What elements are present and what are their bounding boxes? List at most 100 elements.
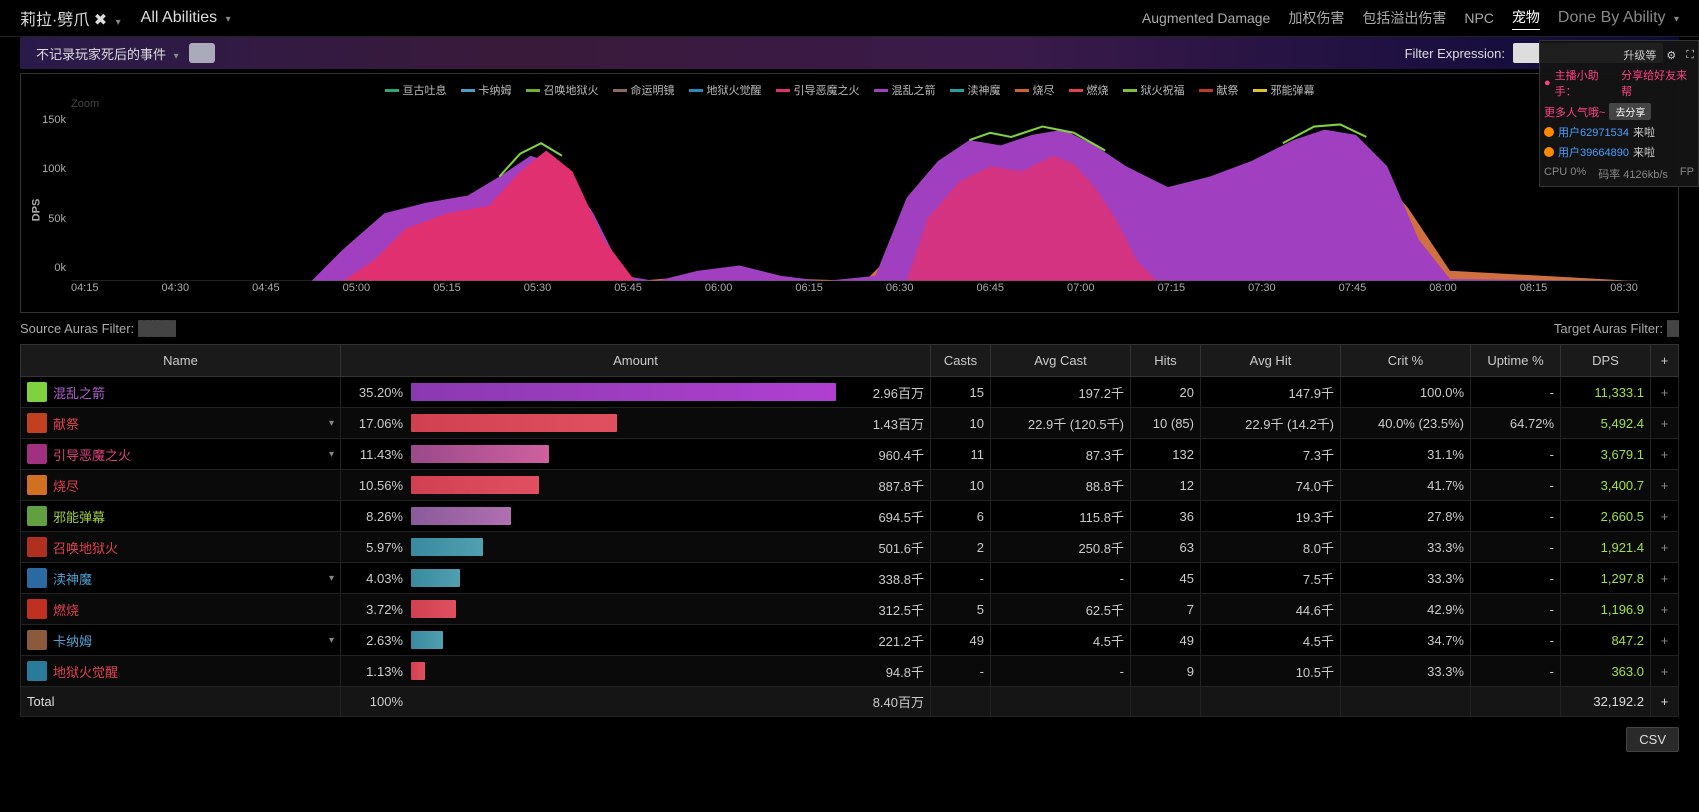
legend-item[interactable]: 引导恶魔之火 bbox=[776, 82, 860, 98]
expand-plus[interactable]: + bbox=[1651, 625, 1679, 656]
source-aura-icon[interactable] bbox=[174, 320, 176, 337]
expand-icon[interactable]: ⛶ bbox=[1686, 49, 1694, 62]
legend-item[interactable]: 渎神魔 bbox=[950, 82, 1001, 98]
share-button[interactable]: 去分享 bbox=[1609, 103, 1651, 120]
expand-caret-icon[interactable]: ▾ bbox=[329, 418, 334, 429]
table-row[interactable]: 卡纳姆▾ 2.63%221.2千 49 4.5千 49 4.5千 34.7% -… bbox=[21, 625, 1679, 656]
link-overflow[interactable]: 包括溢出伤害 bbox=[1362, 8, 1446, 28]
amount-bar bbox=[411, 662, 425, 680]
legend-item[interactable]: 召唤地狱火 bbox=[526, 82, 599, 98]
expand-caret-icon[interactable]: ▾ bbox=[329, 449, 334, 460]
csv-button[interactable]: CSV bbox=[1626, 727, 1679, 752]
legend-item[interactable]: 烧尽 bbox=[1015, 82, 1055, 98]
amount-pct: 2.63% bbox=[347, 633, 403, 648]
expand-plus[interactable]: + bbox=[1651, 377, 1679, 408]
expand-plus[interactable]: + bbox=[1651, 532, 1679, 563]
casts: 10 bbox=[931, 408, 991, 439]
ability-name: 献祭 bbox=[53, 414, 79, 433]
table-row[interactable]: 引导恶魔之火▾ 11.43%960.4千 11 87.3千 132 7.3千 3… bbox=[21, 439, 1679, 470]
amount-pct: 10.56% bbox=[347, 478, 403, 493]
ability-icon bbox=[27, 444, 47, 464]
user-link-1[interactable]: 用户62971534 bbox=[1558, 124, 1629, 140]
uptime-pct: - bbox=[1471, 470, 1561, 501]
uptime-pct: - bbox=[1471, 594, 1561, 625]
table-row[interactable]: 燃烧 3.72%312.5千 5 62.5千 7 44.6千 42.9% - 1… bbox=[21, 594, 1679, 625]
col-uptime-[interactable]: Uptime % bbox=[1471, 345, 1561, 377]
uptime-pct: - bbox=[1471, 532, 1561, 563]
legend-item[interactable]: 混乱之箭 bbox=[874, 82, 936, 98]
legend-item[interactable]: 献祭 bbox=[1199, 82, 1239, 98]
host-label: 主播小助手： bbox=[1555, 67, 1617, 99]
source-auras-label: Source Auras Filter: bbox=[20, 321, 134, 336]
expand-plus[interactable]: + bbox=[1651, 470, 1679, 501]
legend-item[interactable]: 亘古吐息 bbox=[385, 82, 447, 98]
legend-item[interactable]: 狱火祝福 bbox=[1123, 82, 1185, 98]
gear-icon[interactable]: ⚙ bbox=[1666, 49, 1676, 62]
expand-plus[interactable]: + bbox=[1651, 408, 1679, 439]
expand-caret-icon[interactable]: ▾ bbox=[329, 635, 334, 646]
col-dps[interactable]: DPS bbox=[1561, 345, 1651, 377]
avg-hit: 19.3千 bbox=[1201, 501, 1341, 532]
expand-caret-icon[interactable]: ▾ bbox=[329, 573, 334, 584]
table-row[interactable]: 献祭▾ 17.06%1.43百万 10 22.9千 (120.5千) 10 (8… bbox=[21, 408, 1679, 439]
expand-plus[interactable]: + bbox=[1651, 687, 1679, 717]
link-weighted[interactable]: 加权伤害 bbox=[1288, 8, 1344, 28]
table-row[interactable]: 混乱之箭 35.20%2.96百万 15 197.2千 20 147.9千 10… bbox=[21, 377, 1679, 408]
user-link-2[interactable]: 用户39664890 bbox=[1558, 144, 1629, 160]
ability-name: 地狱火觉醒 bbox=[53, 662, 118, 681]
target-aura-icon[interactable] bbox=[1677, 320, 1679, 337]
total-label: Total bbox=[21, 687, 341, 717]
expand-plus[interactable]: + bbox=[1651, 501, 1679, 532]
player-dropdown[interactable]: 莉拉·劈爪 ✖ ▾ bbox=[20, 6, 121, 30]
stream-overlay: 升级等 ⚙ ⛶ ● 主播小助手： 分享给好友来帮 更多人气哦~ 去分享 用户62… bbox=[1539, 40, 1699, 187]
avg-hit: 7.5千 bbox=[1201, 563, 1341, 594]
dps-value: 1,196.9 bbox=[1561, 594, 1651, 625]
dps-chart[interactable]: 亘古吐息卡纳姆召唤地狱火命运明镜地狱火觉醒引导恶魔之火混乱之箭渎神魔烧尽燃烧狱火… bbox=[20, 73, 1679, 313]
link-augmented[interactable]: Augmented Damage bbox=[1142, 10, 1270, 26]
expand-plus[interactable]: + bbox=[1651, 563, 1679, 594]
legend-item[interactable]: 命运明镜 bbox=[613, 82, 675, 98]
amount-value: 94.8千 bbox=[844, 662, 924, 681]
abilities-dropdown[interactable]: All Abilities ▾ bbox=[141, 9, 231, 27]
col-casts[interactable]: Casts bbox=[931, 345, 991, 377]
amount-value: 694.5千 bbox=[844, 507, 924, 526]
link-pets[interactable]: 宠物 bbox=[1512, 7, 1540, 30]
avg-hit: 22.9千 (14.2千) bbox=[1201, 408, 1341, 439]
col-avg-cast[interactable]: Avg Cast bbox=[991, 345, 1131, 377]
done-by-dropdown[interactable]: Done By Ability ▾ bbox=[1558, 9, 1679, 27]
ability-icon bbox=[27, 568, 47, 588]
ability-icon bbox=[27, 413, 47, 433]
expand-plus[interactable]: + bbox=[1651, 594, 1679, 625]
table-row[interactable]: 邪能弹幕 8.26%694.5千 6 115.8千 36 19.3千 27.8%… bbox=[21, 501, 1679, 532]
casts: 10 bbox=[931, 470, 991, 501]
filter-expr-label: Filter Expression: bbox=[1405, 46, 1505, 61]
amount-bar bbox=[411, 569, 460, 587]
col-crit-[interactable]: Crit % bbox=[1341, 345, 1471, 377]
legend-item[interactable]: 燃烧 bbox=[1069, 82, 1109, 98]
ability-name: 混乱之箭 bbox=[53, 383, 105, 402]
legend-item[interactable]: 卡纳姆 bbox=[461, 82, 512, 98]
ability-icon bbox=[27, 475, 47, 495]
expand-plus[interactable]: + bbox=[1651, 439, 1679, 470]
avg-hit: 10.5千 bbox=[1201, 656, 1341, 687]
avg-hit: 8.0千 bbox=[1201, 532, 1341, 563]
legend-item[interactable]: 地狱火觉醒 bbox=[689, 82, 762, 98]
col-hits[interactable]: Hits bbox=[1131, 345, 1201, 377]
col-avg-hit[interactable]: Avg Hit bbox=[1201, 345, 1341, 377]
dps-value: 1,297.8 bbox=[1561, 563, 1651, 594]
casts: 11 bbox=[931, 439, 991, 470]
link-npc[interactable]: NPC bbox=[1464, 10, 1494, 26]
crit-pct: 33.3% bbox=[1341, 656, 1471, 687]
expand-plus[interactable]: + bbox=[1651, 656, 1679, 687]
table-row[interactable]: 地狱火觉醒 1.13%94.8千 - - 9 10.5千 33.3% - 363… bbox=[21, 656, 1679, 687]
col-name[interactable]: Name bbox=[21, 345, 341, 377]
table-row[interactable]: 烧尽 10.56%887.8千 10 88.8千 12 74.0千 41.7% … bbox=[21, 470, 1679, 501]
death-filter-dropdown[interactable]: 不记录玩家死后的事件 ▾ bbox=[36, 44, 179, 63]
uptime-pct: - bbox=[1471, 656, 1561, 687]
table-row[interactable]: 渎神魔▾ 4.03%338.8千 - - 45 7.5千 33.3% - 1,2… bbox=[21, 563, 1679, 594]
legend-item[interactable]: 邪能弹幕 bbox=[1253, 82, 1315, 98]
col--[interactable]: + bbox=[1651, 345, 1679, 377]
filter-toggle[interactable] bbox=[189, 43, 215, 63]
table-row[interactable]: 召唤地狱火 5.97%501.6千 2 250.8千 63 8.0千 33.3%… bbox=[21, 532, 1679, 563]
col-amount[interactable]: Amount bbox=[341, 345, 931, 377]
